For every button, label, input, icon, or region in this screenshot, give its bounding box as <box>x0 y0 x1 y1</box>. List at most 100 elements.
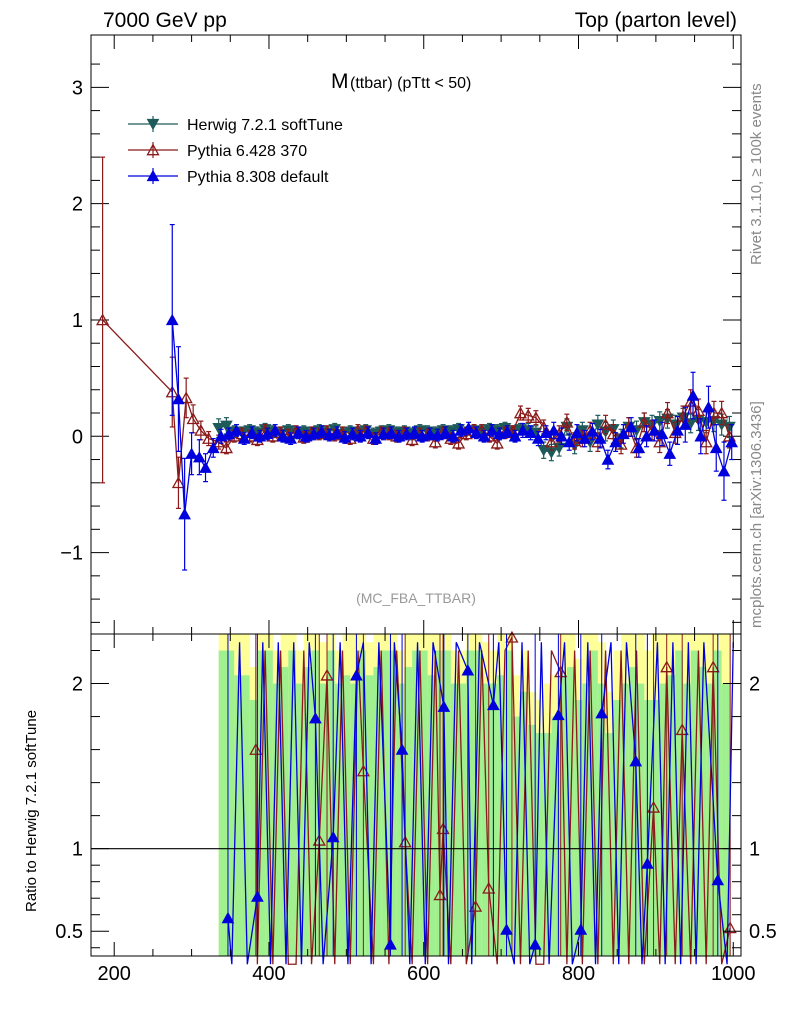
band-green <box>659 683 668 956</box>
band-green <box>365 675 374 956</box>
data-point <box>199 461 212 473</box>
ratio-line <box>255 634 731 965</box>
data-point <box>165 313 179 326</box>
data-point <box>315 425 328 437</box>
data-point <box>284 432 297 444</box>
data-point <box>179 391 193 404</box>
ratio-point <box>660 660 674 673</box>
main-ytick-label: 2 <box>72 194 83 216</box>
ratio-point <box>251 890 264 902</box>
band-green <box>535 733 545 956</box>
data-point <box>405 433 419 446</box>
data-point <box>508 430 522 442</box>
xtick-label: 400 <box>252 963 285 985</box>
ratio-ytick-label-right: 0.5 <box>749 921 777 943</box>
band-green <box>234 675 243 956</box>
data-point <box>330 426 344 438</box>
xtick-label: 200 <box>98 963 131 985</box>
data-point <box>212 422 226 435</box>
plot-title-main: M <box>331 70 349 93</box>
ratio-ytick-label: 1 <box>72 839 83 861</box>
ratio-point <box>482 881 496 894</box>
data-point <box>531 432 545 444</box>
band-green <box>218 650 227 956</box>
band-green <box>605 733 614 956</box>
band-green <box>520 691 529 956</box>
data-point <box>598 418 613 430</box>
data-point <box>171 476 186 489</box>
data-point <box>408 426 421 438</box>
data-point <box>640 430 653 442</box>
data-point <box>292 426 305 438</box>
data-point <box>529 411 543 423</box>
ratio-point <box>595 707 609 719</box>
band-green <box>241 675 251 956</box>
ratio-point <box>395 743 409 755</box>
band-green <box>396 683 405 956</box>
data-point <box>237 432 251 444</box>
ratio-ylabel: Ratio to Herwig 7.2.1 softTune <box>23 710 40 912</box>
band-green <box>652 700 661 956</box>
data-point <box>725 435 739 448</box>
data-point <box>446 430 460 442</box>
ratio-ytick-label-right: 2 <box>749 674 760 696</box>
series-line <box>171 319 733 515</box>
data-point <box>707 406 721 419</box>
mcplots-label: mcplots.cern.ch [arXiv:1306.3436] <box>748 401 765 628</box>
data-point <box>570 426 584 438</box>
data-point <box>578 432 592 444</box>
data-point <box>485 424 499 436</box>
data-point <box>516 424 530 436</box>
data-point <box>686 389 700 401</box>
data-point <box>715 406 729 419</box>
ratio-point <box>552 708 565 721</box>
xtick-label: 800 <box>562 963 595 985</box>
data-point <box>439 426 452 438</box>
ratio-ytick-label: 2 <box>72 674 83 696</box>
ratio-point <box>350 669 363 681</box>
ratio-point <box>487 698 500 711</box>
data-point <box>660 406 675 419</box>
main-panel: −1 0 1 2 3 M (ttbar) (pTtt < 50) (MC_FBA_TTB… <box>60 34 742 635</box>
legend: Herwig 7.2.1 softTune Pythia 6.428 370 Pyt… <box>128 116 343 186</box>
data-point <box>384 426 398 438</box>
data-point <box>192 450 206 463</box>
data-point <box>206 441 220 454</box>
data-point <box>671 424 684 436</box>
ratio-point <box>574 923 588 935</box>
xtick-label: 600 <box>407 963 440 985</box>
data-point <box>617 427 630 440</box>
band-green <box>327 650 336 956</box>
ratio-line <box>227 642 734 965</box>
ratio-point <box>500 923 513 935</box>
ratio-ticks: 0.5 0.5 1 1 2 2 200 400 600 800 1000 <box>55 634 777 985</box>
data-point <box>699 435 713 448</box>
data-point <box>591 419 605 431</box>
xtick-label: 1000 <box>711 963 756 985</box>
data-point <box>245 426 259 438</box>
data-point <box>185 447 198 459</box>
band-green <box>675 650 684 956</box>
main-ytick-label: −1 <box>60 543 83 565</box>
band-green <box>721 683 730 956</box>
main-ytick-label: 3 <box>72 77 83 99</box>
ratio-point <box>528 938 542 950</box>
main-ytick-label: 1 <box>72 310 83 332</box>
data-point <box>470 426 483 438</box>
legend-label: Pythia 8.308 default <box>187 169 329 186</box>
ratio-data <box>91 630 741 965</box>
data-point <box>178 507 191 520</box>
band-green <box>543 733 552 956</box>
ratio-ytick-label-right: 1 <box>749 839 760 861</box>
data-point <box>702 400 715 413</box>
band-green <box>504 650 514 956</box>
data-point <box>678 418 692 430</box>
data-point <box>653 415 667 428</box>
data-point <box>513 406 528 419</box>
band-green <box>357 650 367 956</box>
plot-title-sub: (ttbar) (pTtt < 50) <box>350 75 471 92</box>
data-point <box>709 441 723 454</box>
data-point <box>521 408 535 421</box>
process-label: Top (parton level) <box>575 9 737 32</box>
legend-marker <box>146 143 160 156</box>
